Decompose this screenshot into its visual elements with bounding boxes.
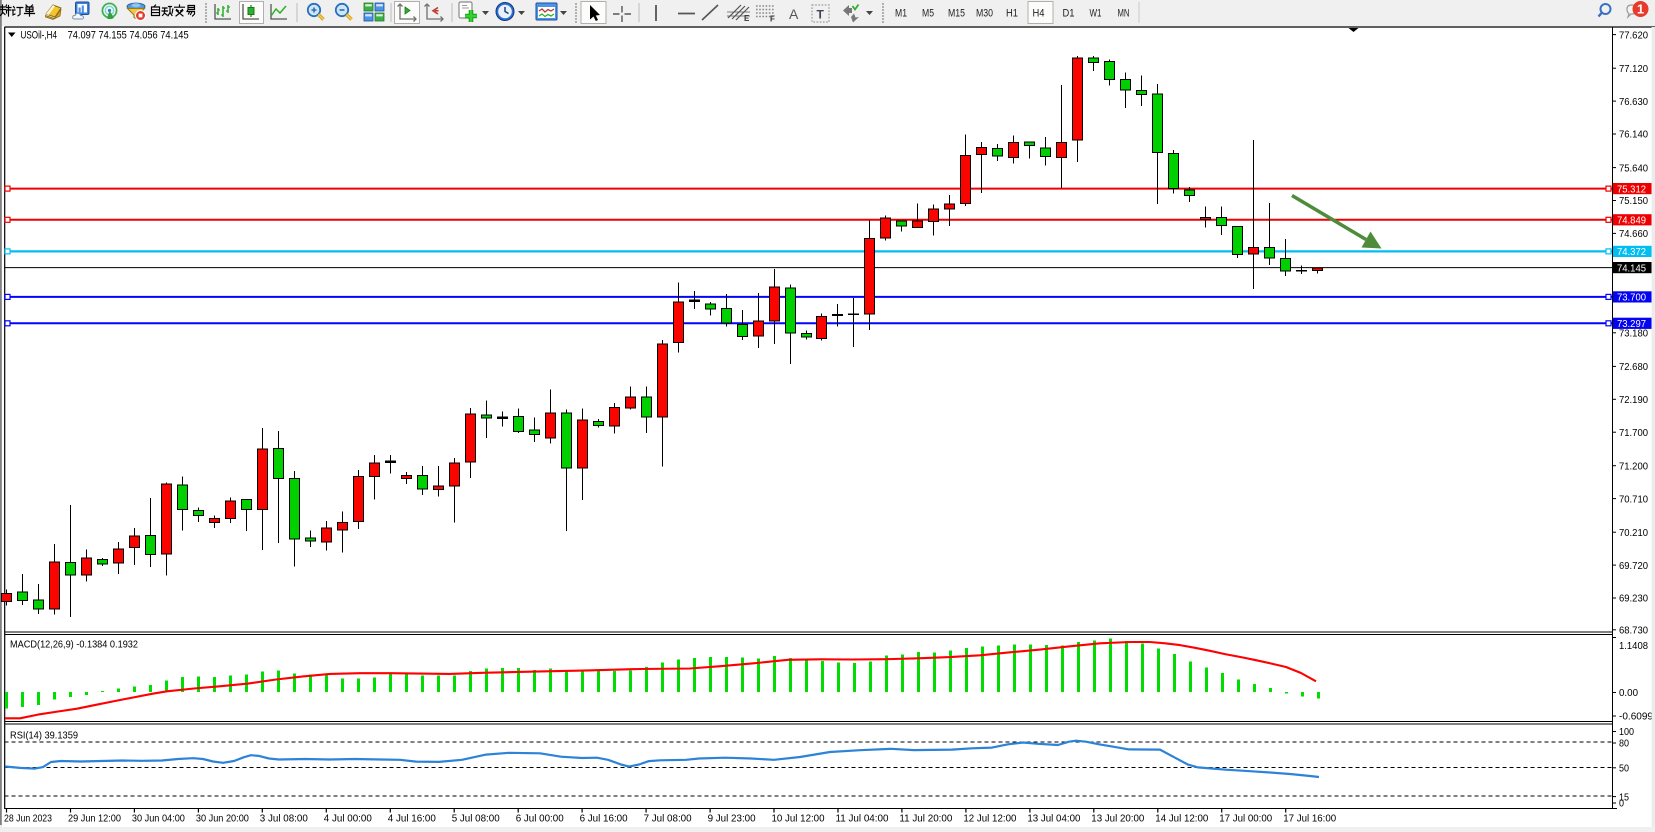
svg-text:76.630: 76.630 (1619, 97, 1648, 108)
svg-text:12 Jul 12:00: 12 Jul 12:00 (963, 814, 1016, 825)
svg-text:74.097 74.155 74.056 74.145: 74.097 74.155 74.056 74.145 (68, 30, 189, 42)
svg-text:0.00: 0.00 (1619, 688, 1638, 699)
svg-text:17 Jul 16:00: 17 Jul 16:00 (1283, 814, 1336, 825)
svg-text:6 Jul 16:00: 6 Jul 16:00 (580, 814, 628, 825)
svg-text:73.700: 73.700 (1617, 293, 1646, 304)
svg-text:E: E (744, 14, 750, 23)
svg-text:4 Jul 16:00: 4 Jul 16:00 (388, 814, 436, 825)
svg-text:74.372: 74.372 (1617, 247, 1646, 258)
svg-text:M30: M30 (976, 8, 993, 20)
svg-text:74.145: 74.145 (1617, 263, 1646, 274)
svg-text:74.849: 74.849 (1617, 216, 1646, 227)
svg-text:11 Jul 04:00: 11 Jul 04:00 (836, 814, 889, 825)
svg-text:17 Jul 00:00: 17 Jul 00:00 (1219, 814, 1272, 825)
svg-text:6 Jul 00:00: 6 Jul 00:00 (516, 814, 564, 825)
svg-text:A: A (789, 6, 799, 22)
svg-text:14 Jul 12:00: 14 Jul 12:00 (1155, 814, 1208, 825)
svg-text:74.660: 74.660 (1619, 229, 1648, 240)
svg-text:77.120: 77.120 (1619, 64, 1648, 75)
svg-text:MACD(12,26,9) -0.1384 0.1932: MACD(12,26,9) -0.1384 0.1932 (10, 640, 138, 651)
svg-text:M5: M5 (922, 8, 934, 20)
svg-text:30 Jun 20:00: 30 Jun 20:00 (196, 814, 249, 825)
svg-text:69.720: 69.720 (1619, 561, 1648, 572)
svg-text:15: 15 (1619, 792, 1629, 803)
svg-text:30 Jun 04:00: 30 Jun 04:00 (132, 814, 185, 825)
svg-text:7 Jul 08:00: 7 Jul 08:00 (644, 814, 692, 825)
svg-text:MN: MN (1118, 8, 1130, 20)
svg-text:75.150: 75.150 (1619, 196, 1648, 207)
svg-text:T: T (817, 8, 825, 22)
svg-text:M15: M15 (948, 8, 965, 20)
svg-text:80: 80 (1619, 739, 1629, 750)
svg-text:D1: D1 (1063, 8, 1075, 20)
svg-text:75.312: 75.312 (1617, 184, 1646, 195)
svg-text:71.200: 71.200 (1619, 461, 1648, 472)
svg-text:H4: H4 (1033, 8, 1045, 20)
svg-text:0: 0 (1619, 799, 1624, 810)
svg-text:10 Jul 12:00: 10 Jul 12:00 (772, 814, 825, 825)
svg-text:28 Jun 2023: 28 Jun 2023 (4, 814, 52, 825)
svg-text:72.680: 72.680 (1619, 362, 1648, 373)
svg-text:RSI(14) 39.1359: RSI(14) 39.1359 (10, 731, 78, 742)
svg-text:73.180: 73.180 (1619, 329, 1648, 340)
svg-text:1.1408: 1.1408 (1619, 641, 1648, 652)
svg-text:F: F (770, 15, 775, 24)
svg-text:50: 50 (1619, 764, 1629, 775)
svg-text:H1: H1 (1006, 8, 1018, 20)
svg-text:1: 1 (1637, 2, 1644, 17)
svg-text:68.730: 68.730 (1619, 626, 1648, 637)
svg-text:3 Jul 08:00: 3 Jul 08:00 (260, 814, 308, 825)
svg-text:13 Jul 04:00: 13 Jul 04:00 (1027, 814, 1080, 825)
svg-text:71.700: 71.700 (1619, 428, 1648, 439)
svg-text:72.190: 72.190 (1619, 395, 1648, 406)
svg-text:76.140: 76.140 (1619, 130, 1648, 141)
svg-text:73.297: 73.297 (1617, 319, 1646, 330)
svg-text:13 Jul 20:00: 13 Jul 20:00 (1091, 814, 1144, 825)
svg-text:75.640: 75.640 (1619, 163, 1648, 174)
svg-text:77.620: 77.620 (1619, 30, 1648, 41)
svg-text:70.210: 70.210 (1619, 528, 1648, 539)
svg-text:29 Jun 12:00: 29 Jun 12:00 (68, 814, 121, 825)
svg-text:4 Jul 00:00: 4 Jul 00:00 (324, 814, 372, 825)
svg-text:5 Jul 08:00: 5 Jul 08:00 (452, 814, 500, 825)
svg-text:11 Jul 20:00: 11 Jul 20:00 (899, 814, 952, 825)
svg-text:100: 100 (1619, 727, 1634, 738)
svg-text:USOil-,H4: USOil-,H4 (21, 30, 58, 42)
svg-text:70.710: 70.710 (1619, 494, 1648, 505)
svg-text:M1: M1 (895, 8, 907, 20)
svg-text:9 Jul 23:00: 9 Jul 23:00 (708, 814, 756, 825)
svg-text:-0.6099: -0.6099 (1619, 712, 1653, 723)
svg-text:69.230: 69.230 (1619, 594, 1648, 605)
svg-text:W1: W1 (1090, 8, 1102, 20)
